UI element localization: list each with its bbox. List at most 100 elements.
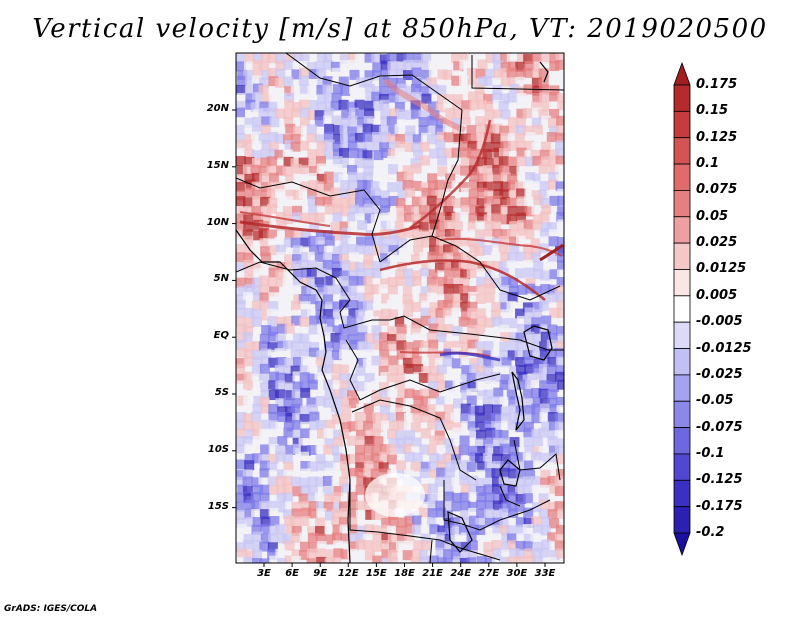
field-cell	[244, 187, 255, 198]
field-cell	[316, 556, 327, 563]
field-cell	[491, 421, 502, 432]
field-cell	[548, 381, 559, 392]
field-cell	[508, 277, 519, 288]
field-cell	[292, 371, 303, 382]
field-cell	[436, 118, 447, 129]
field-cell	[340, 235, 351, 246]
field-cell	[349, 83, 360, 94]
longitude-label: 24E	[450, 568, 472, 579]
field-cell	[500, 412, 511, 423]
field-cell	[292, 437, 303, 448]
field-cell	[491, 558, 502, 563]
field-cell	[549, 53, 560, 64]
field-cell	[332, 141, 343, 152]
field-cell	[300, 212, 311, 223]
field-cell	[356, 285, 367, 296]
field-cell	[378, 315, 389, 326]
field-cell	[308, 501, 319, 512]
field-cell	[372, 140, 383, 151]
field-cell	[541, 115, 552, 126]
field-cell	[372, 260, 383, 271]
field-cell	[522, 524, 533, 535]
field-cell	[324, 332, 335, 343]
field-cell	[379, 69, 390, 80]
field-cell	[244, 148, 255, 159]
grads-credit: GrADS: IGES/COLA	[4, 604, 98, 614]
field-cell	[380, 468, 391, 479]
field-cell	[251, 341, 262, 352]
field-cell	[506, 525, 517, 536]
field-cell	[396, 53, 407, 62]
field-cell	[236, 133, 246, 144]
field-cell	[474, 341, 485, 352]
field-cell	[323, 347, 334, 358]
field-cell	[315, 357, 326, 368]
field-cell	[468, 491, 479, 502]
field-cell	[387, 387, 398, 398]
field-cell	[508, 446, 519, 457]
field-cell	[404, 388, 415, 399]
field-cell	[485, 53, 496, 63]
field-cell	[508, 517, 519, 528]
field-cell	[556, 405, 564, 416]
field-cell	[354, 262, 365, 273]
field-cell	[460, 251, 471, 262]
field-cell	[524, 187, 535, 198]
latitude-label: 5N	[213, 273, 229, 285]
field-cell	[412, 452, 423, 463]
field-cell	[442, 356, 453, 367]
field-cell	[483, 141, 494, 152]
field-cell	[516, 365, 527, 376]
field-cell	[524, 413, 535, 424]
field-cell	[308, 518, 319, 529]
field-cell	[460, 301, 471, 312]
field-cell	[356, 93, 367, 104]
field-cell	[268, 301, 279, 312]
field-cell	[364, 381, 375, 392]
field-cell	[507, 492, 518, 503]
field-cell	[309, 315, 320, 326]
field-cell	[236, 107, 245, 118]
field-cell	[348, 107, 359, 118]
field-cell	[515, 460, 526, 471]
field-cell	[436, 212, 447, 223]
field-cell	[285, 261, 296, 272]
field-cell	[500, 205, 511, 216]
field-cell	[316, 350, 327, 361]
field-cell	[244, 173, 255, 184]
field-cell	[388, 235, 399, 246]
field-cell	[467, 445, 478, 456]
field-cell	[459, 109, 470, 120]
field-cell	[517, 219, 528, 230]
field-cell	[236, 294, 246, 305]
field-cell	[556, 115, 564, 126]
field-cell	[364, 213, 375, 224]
field-cell	[362, 540, 373, 551]
field-cell	[340, 292, 351, 303]
field-cell	[548, 229, 559, 240]
field-cell	[299, 414, 310, 425]
field-cell	[277, 196, 288, 207]
field-cell	[451, 164, 462, 175]
field-cell	[484, 203, 495, 214]
field-cell	[531, 252, 542, 263]
field-cell	[394, 124, 405, 135]
field-cell	[469, 524, 480, 535]
field-cell	[379, 86, 390, 97]
field-cell	[348, 339, 359, 350]
field-cell	[531, 428, 542, 439]
field-cell	[299, 246, 310, 257]
field-cell	[421, 230, 432, 241]
field-cell	[298, 93, 309, 104]
field-cell	[251, 524, 262, 535]
field-cell	[426, 134, 437, 145]
field-cell	[322, 252, 333, 263]
field-cell	[276, 262, 287, 273]
colorbar-label: -0.175	[696, 498, 743, 514]
field-cell	[372, 222, 383, 233]
field-cell	[554, 412, 564, 423]
field-cell	[243, 61, 254, 72]
field-cell	[308, 213, 319, 224]
field-cell	[364, 454, 375, 465]
field-cell	[516, 147, 527, 158]
